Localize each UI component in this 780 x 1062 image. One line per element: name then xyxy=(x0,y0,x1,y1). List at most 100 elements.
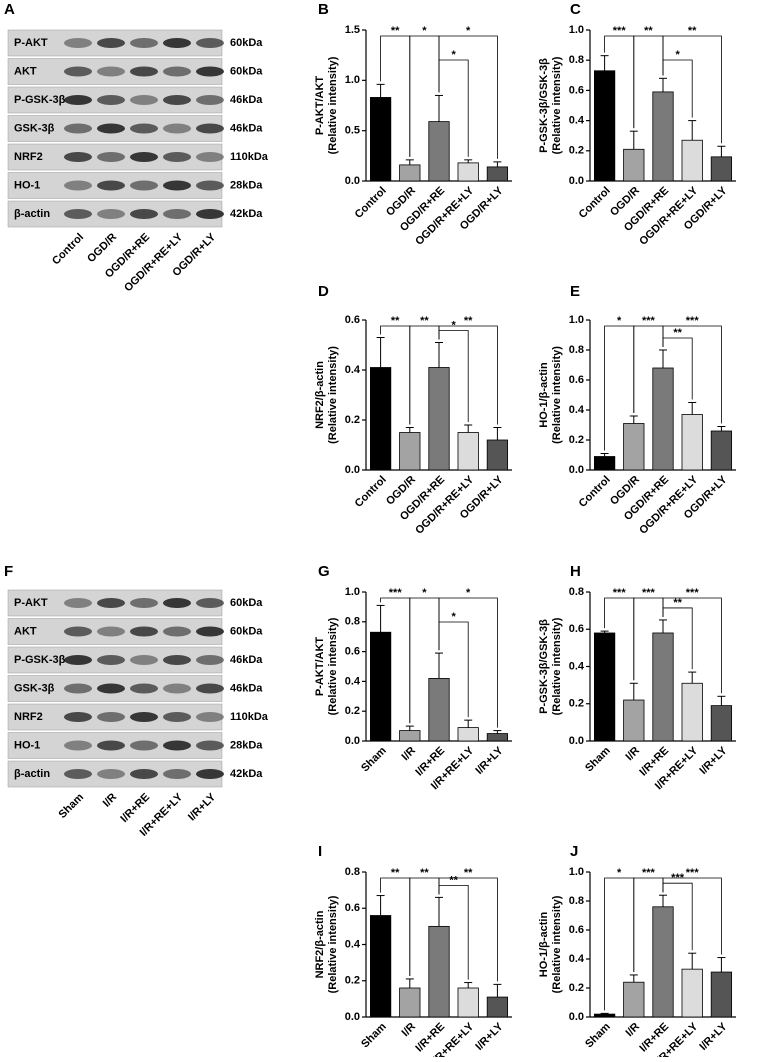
kda-label: 28kDa xyxy=(230,739,263,751)
blot-band xyxy=(130,38,158,48)
bar xyxy=(652,906,674,1018)
y-tick-label: 0.6 xyxy=(345,314,360,326)
bar xyxy=(593,1013,616,1018)
panel-label: I xyxy=(318,843,322,860)
protein-label: P-AKT xyxy=(14,37,48,49)
blot-band xyxy=(163,655,191,665)
y-tick-label: 1.0 xyxy=(345,74,360,86)
bar xyxy=(457,432,479,471)
blot-band xyxy=(64,180,92,191)
bar xyxy=(623,423,645,471)
bar xyxy=(623,981,645,1018)
y-tick-label: 0.4 xyxy=(345,675,361,687)
significance-label: * xyxy=(451,319,456,331)
y-tick-label: 1.0 xyxy=(345,586,360,598)
blot-band xyxy=(97,769,125,779)
y-tick-label: 0.4 xyxy=(569,953,585,965)
blot-band xyxy=(196,38,224,48)
bar xyxy=(428,678,450,742)
significance-bracket xyxy=(662,607,693,670)
x-tick-label: Sham xyxy=(583,745,613,775)
bar xyxy=(681,968,703,1018)
bar xyxy=(623,699,645,742)
y-tick-label: 1.0 xyxy=(569,314,584,326)
y-tick-label: 0.8 xyxy=(569,54,584,66)
y-tick-label: 0.4 xyxy=(569,660,585,672)
protein-label: AKT xyxy=(14,65,37,77)
significance-bracket xyxy=(662,59,693,118)
panel-label: A xyxy=(4,1,15,18)
blot-band xyxy=(64,769,92,779)
significance-label: ** xyxy=(391,25,400,37)
x-tick-label: Sham xyxy=(359,745,389,775)
significance-label: * xyxy=(451,611,456,623)
lane-label: Control xyxy=(50,231,86,267)
x-tick-label: I/R+LY xyxy=(473,744,506,777)
kda-label: 60kDa xyxy=(230,37,263,49)
blot-band xyxy=(64,152,92,162)
y-axis-label: HO-1/β-actin xyxy=(538,362,550,428)
y-axis-label: P-AKT/AKT xyxy=(314,76,326,136)
y-axis-label: P-GSK-3β/GSK-3β xyxy=(538,619,550,714)
protein-label: GSK-3β xyxy=(14,122,55,134)
bar xyxy=(369,367,392,471)
y-tick-label: 0.4 xyxy=(569,115,585,127)
bar xyxy=(369,631,392,742)
protein-label: β-actin xyxy=(14,208,50,220)
significance-bracket xyxy=(438,884,469,980)
kda-label: 46kDa xyxy=(230,682,263,694)
blot-band xyxy=(196,180,224,191)
significance-bracket xyxy=(662,882,693,951)
significance-label: ** xyxy=(673,597,682,609)
blot-band xyxy=(163,180,191,191)
y-tick-label: 0.0 xyxy=(345,175,360,187)
significance-label: ** xyxy=(391,315,400,327)
panel-label: F xyxy=(4,563,13,580)
blot-band xyxy=(163,626,191,637)
significance-bracket xyxy=(438,59,469,157)
blot-band xyxy=(196,712,224,722)
significance-label: *** xyxy=(642,587,656,599)
bar xyxy=(681,139,703,182)
blot-band xyxy=(130,152,158,162)
blot-band xyxy=(130,180,158,191)
bar xyxy=(399,432,421,471)
y-tick-label: 0.0 xyxy=(345,1011,360,1023)
significance-label: * xyxy=(422,587,427,599)
y-tick-label: 0.6 xyxy=(345,646,360,658)
y-tick-label: 0.4 xyxy=(345,364,361,376)
y-tick-label: 1.5 xyxy=(345,24,360,36)
significance-label: * xyxy=(466,587,471,599)
blot-band xyxy=(196,66,224,77)
protein-label: P-AKT xyxy=(14,597,48,609)
lane-label: I/R xyxy=(101,791,119,809)
y-tick-label: 0.6 xyxy=(569,924,584,936)
significance-label: *** xyxy=(613,25,627,37)
blot-band xyxy=(130,769,158,779)
bar xyxy=(623,148,645,182)
bar xyxy=(681,414,703,471)
blot-band xyxy=(163,683,191,694)
significance-bracket xyxy=(662,597,722,694)
bar xyxy=(428,367,450,471)
y-axis-label: (Relative intensity) xyxy=(551,346,563,444)
bar xyxy=(369,97,392,182)
protein-label: HO-1 xyxy=(14,179,40,191)
y-tick-label: 0.8 xyxy=(345,616,360,628)
blot-band xyxy=(163,598,191,608)
significance-label: ** xyxy=(644,25,653,37)
y-tick-label: 0.8 xyxy=(569,895,584,907)
y-tick-label: 0.4 xyxy=(569,404,585,416)
blot-band xyxy=(97,655,125,665)
blot-band xyxy=(64,95,92,105)
y-axis-label: NRF2/β-actin xyxy=(314,361,326,429)
significance-label: *** xyxy=(613,587,627,599)
blot-band xyxy=(130,209,158,219)
panel-label: H xyxy=(570,563,581,580)
kda-label: 42kDa xyxy=(230,208,263,220)
blot-band xyxy=(97,683,125,694)
significance-label: * xyxy=(422,25,427,37)
significance-bracket xyxy=(438,330,469,422)
bar xyxy=(593,632,616,742)
